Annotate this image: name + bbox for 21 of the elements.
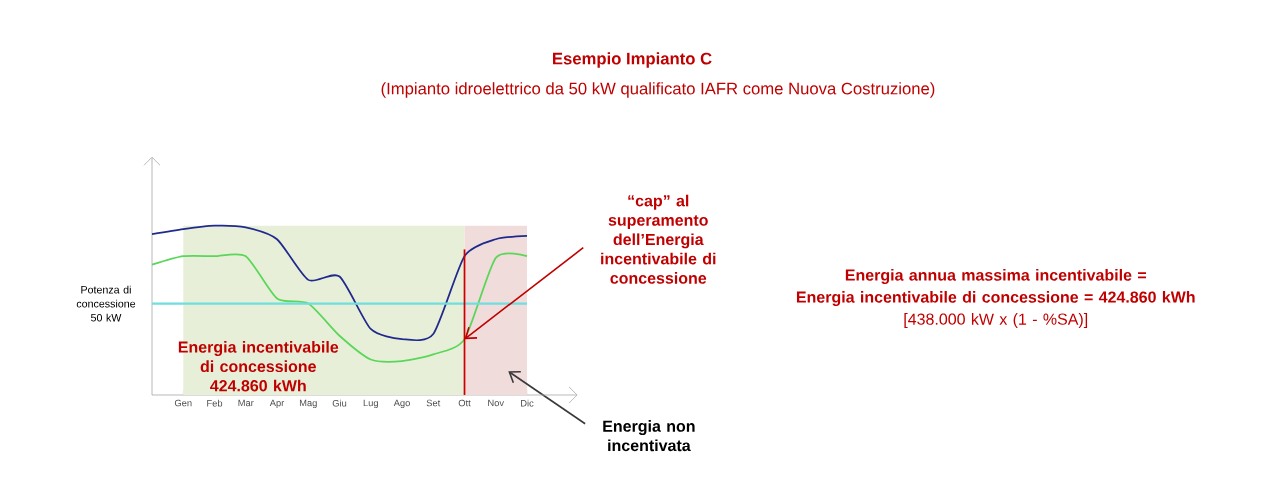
text: Esempio Impianto C (553, 52, 712, 68)
text: Energia incentivabile di concessione = 424.860 kWh (796, 291, 1195, 306)
x-tick-label: Feb (207, 399, 223, 407)
x-tick-label: Set (426, 399, 441, 407)
text: Energia annua massima incentivabile = (845, 269, 1147, 284)
ref-line-label: Potenza di concessione 50 kW (76, 285, 136, 322)
annotation: Energia incentivabile di concessione 424.860 kWh (178, 341, 339, 392)
x-tick-label: Ott (458, 399, 471, 407)
x-tick-label: Nov (488, 399, 505, 407)
x-tick-label: Apr (269, 399, 285, 409)
x-tick-label: Gen (174, 399, 192, 407)
x-tick-label: Dic (521, 399, 534, 407)
text: [438.000 kW x (1 - %SA)] (904, 313, 1088, 328)
x-tick-label: Mar (238, 399, 254, 407)
text: Energia non incentivata (603, 420, 695, 452)
text: (Impianto idroelettrico da 50 kW qualificato IAFR come Nuova Costruzione) (381, 82, 935, 98)
x-tick-label: Giu (332, 399, 347, 407)
x-tick-label: Lug (363, 399, 378, 409)
annotation: “cap” al superamento dell’Energia incentivabile di concessione (601, 194, 716, 284)
x-tick-label: Mag (299, 399, 317, 409)
x-tick-label: Ago (393, 399, 410, 409)
